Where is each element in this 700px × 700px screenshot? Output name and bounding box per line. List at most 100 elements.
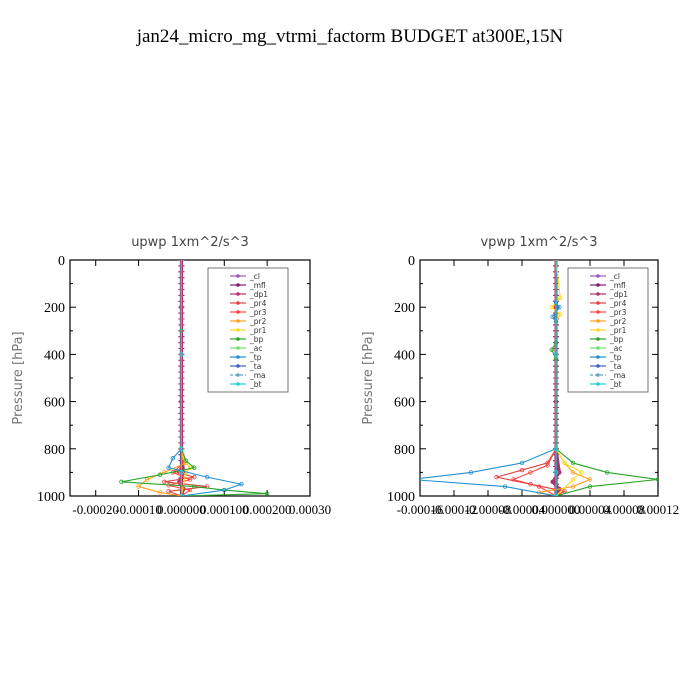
panel-title: vpwp 1xm^2/s^3 bbox=[480, 235, 597, 250]
legend-marker bbox=[596, 301, 600, 305]
series-point-pr3 bbox=[187, 477, 193, 482]
y-tick-label: 800 bbox=[44, 443, 65, 458]
legend: _cl_mfl_dp1_pr4_pr3_pr2_pr1_bp_ac_tp_ta_… bbox=[207, 267, 289, 393]
series-point-tp bbox=[222, 487, 227, 493]
series-point-pr4 bbox=[494, 474, 499, 480]
series-point-pr3 bbox=[511, 477, 516, 482]
legend-entry: _pr2 bbox=[609, 317, 627, 326]
series-point-tp bbox=[170, 456, 176, 461]
legend-entry: _pr1 bbox=[609, 326, 627, 335]
series-point-bp bbox=[264, 491, 270, 496]
series-point-pr3 bbox=[528, 470, 533, 475]
series-point-pr1 bbox=[562, 460, 567, 466]
legend-marker bbox=[236, 292, 240, 296]
x-tick-label: 0.00030 bbox=[289, 502, 331, 517]
x-tick-label: -0.00016 bbox=[397, 502, 444, 517]
x-tick-label: 0.000200 bbox=[243, 502, 292, 517]
y-tick-label: 1000 bbox=[37, 490, 65, 505]
legend-box bbox=[207, 267, 289, 393]
legend-entry: _pr4 bbox=[249, 299, 267, 308]
panel-title: upwp 1xm^2/s^3 bbox=[131, 235, 249, 250]
series-point-pr1 bbox=[558, 295, 563, 300]
y-tick-label: 600 bbox=[44, 396, 65, 411]
series-point-bp bbox=[192, 484, 197, 489]
legend-entry: _ma bbox=[249, 371, 266, 380]
x-tick-label: 0.000000 bbox=[157, 502, 206, 517]
series-point-pr4 bbox=[192, 474, 197, 480]
legend-entry: _tp bbox=[609, 353, 622, 362]
series-point-tp bbox=[519, 460, 525, 466]
series-point-bp bbox=[570, 460, 576, 466]
series-point-pr3 bbox=[536, 484, 542, 489]
legend-entry: _pr3 bbox=[609, 308, 627, 317]
series-point-bp bbox=[587, 484, 593, 489]
legend: _cl_mfl_dp1_pr4_pr3_pr2_pr1_bp_ac_tp_ta_… bbox=[567, 267, 649, 393]
series-point-pr2 bbox=[570, 470, 576, 475]
series-point-tp bbox=[239, 482, 244, 487]
legend-marker bbox=[596, 292, 600, 296]
series-point-bt bbox=[553, 470, 559, 475]
series-point-pr2 bbox=[157, 490, 163, 495]
legend-marker bbox=[236, 328, 240, 332]
x-tick-label: -0.00008 bbox=[465, 502, 512, 517]
y-axis-label: Pressure [hPa] bbox=[361, 331, 376, 424]
legend-entry: _ma bbox=[609, 371, 626, 380]
series-line-tp bbox=[420, 260, 561, 496]
series-point-bt bbox=[553, 493, 559, 496]
legend-entry: _pr3 bbox=[249, 308, 267, 317]
y-tick-label: 0 bbox=[58, 254, 65, 269]
series-point-pr1 bbox=[549, 305, 554, 310]
series-point-tp bbox=[468, 470, 474, 475]
series-point-bt bbox=[179, 352, 184, 357]
series-point-bt bbox=[179, 470, 184, 475]
legend-marker bbox=[236, 382, 240, 386]
y-tick-label: 400 bbox=[44, 348, 65, 363]
series-line-bp bbox=[551, 260, 658, 496]
y-tick-label: 800 bbox=[394, 443, 415, 458]
y-axis-label: Pressure [hPa] bbox=[11, 331, 26, 424]
x-tick-label: -0.00012 bbox=[431, 502, 478, 517]
legend-entry: _bt bbox=[249, 380, 262, 389]
x-tick-label: -0.00020 bbox=[72, 502, 119, 517]
legend-entry: _ac bbox=[249, 344, 262, 353]
series-point-tp bbox=[204, 474, 210, 480]
series-point-bp bbox=[119, 479, 124, 485]
legend-marker bbox=[236, 301, 240, 305]
legend-marker bbox=[596, 355, 600, 359]
legend-entry: _mfl bbox=[609, 281, 626, 290]
legend-marker bbox=[236, 274, 240, 278]
series-point-bt bbox=[553, 352, 559, 357]
series-point-pr1 bbox=[579, 470, 584, 475]
legend-marker bbox=[236, 283, 240, 287]
legend-entry: _mfl bbox=[249, 281, 266, 290]
series-point-pr2 bbox=[144, 477, 150, 482]
legend-entry: _bt bbox=[609, 380, 622, 389]
series-point-pr4 bbox=[166, 489, 171, 494]
legend-entry: _bp bbox=[249, 335, 264, 344]
series-point-pr1 bbox=[570, 477, 576, 482]
series-point-pr2 bbox=[587, 477, 593, 482]
series-point-dp1 bbox=[550, 479, 555, 485]
legend-marker bbox=[596, 364, 600, 368]
series-point-pr2 bbox=[136, 484, 141, 489]
legend-entry: _dp1 bbox=[609, 290, 628, 299]
y-tick-label: 0 bbox=[408, 254, 415, 269]
y-tick-label: 1000 bbox=[387, 490, 415, 505]
x-tick-label: 0.00008 bbox=[603, 502, 645, 517]
legend-marker bbox=[236, 373, 240, 377]
series-point-pr3 bbox=[187, 487, 193, 493]
x-tick-label: -0.00004 bbox=[499, 502, 546, 517]
series-point-bp bbox=[655, 477, 658, 482]
legend-marker bbox=[236, 310, 240, 314]
legend-marker bbox=[236, 355, 240, 359]
series-point-pr2 bbox=[570, 484, 576, 489]
series-point-bp bbox=[157, 472, 163, 477]
legend-marker bbox=[236, 337, 240, 341]
legend-entry: _ac bbox=[609, 344, 622, 353]
y-tick-label: 600 bbox=[394, 396, 415, 411]
series-point-tp bbox=[166, 465, 171, 470]
x-tick-label: -0.00010 bbox=[115, 502, 162, 517]
legend-marker bbox=[236, 364, 240, 368]
series-point-bt bbox=[179, 446, 184, 451]
